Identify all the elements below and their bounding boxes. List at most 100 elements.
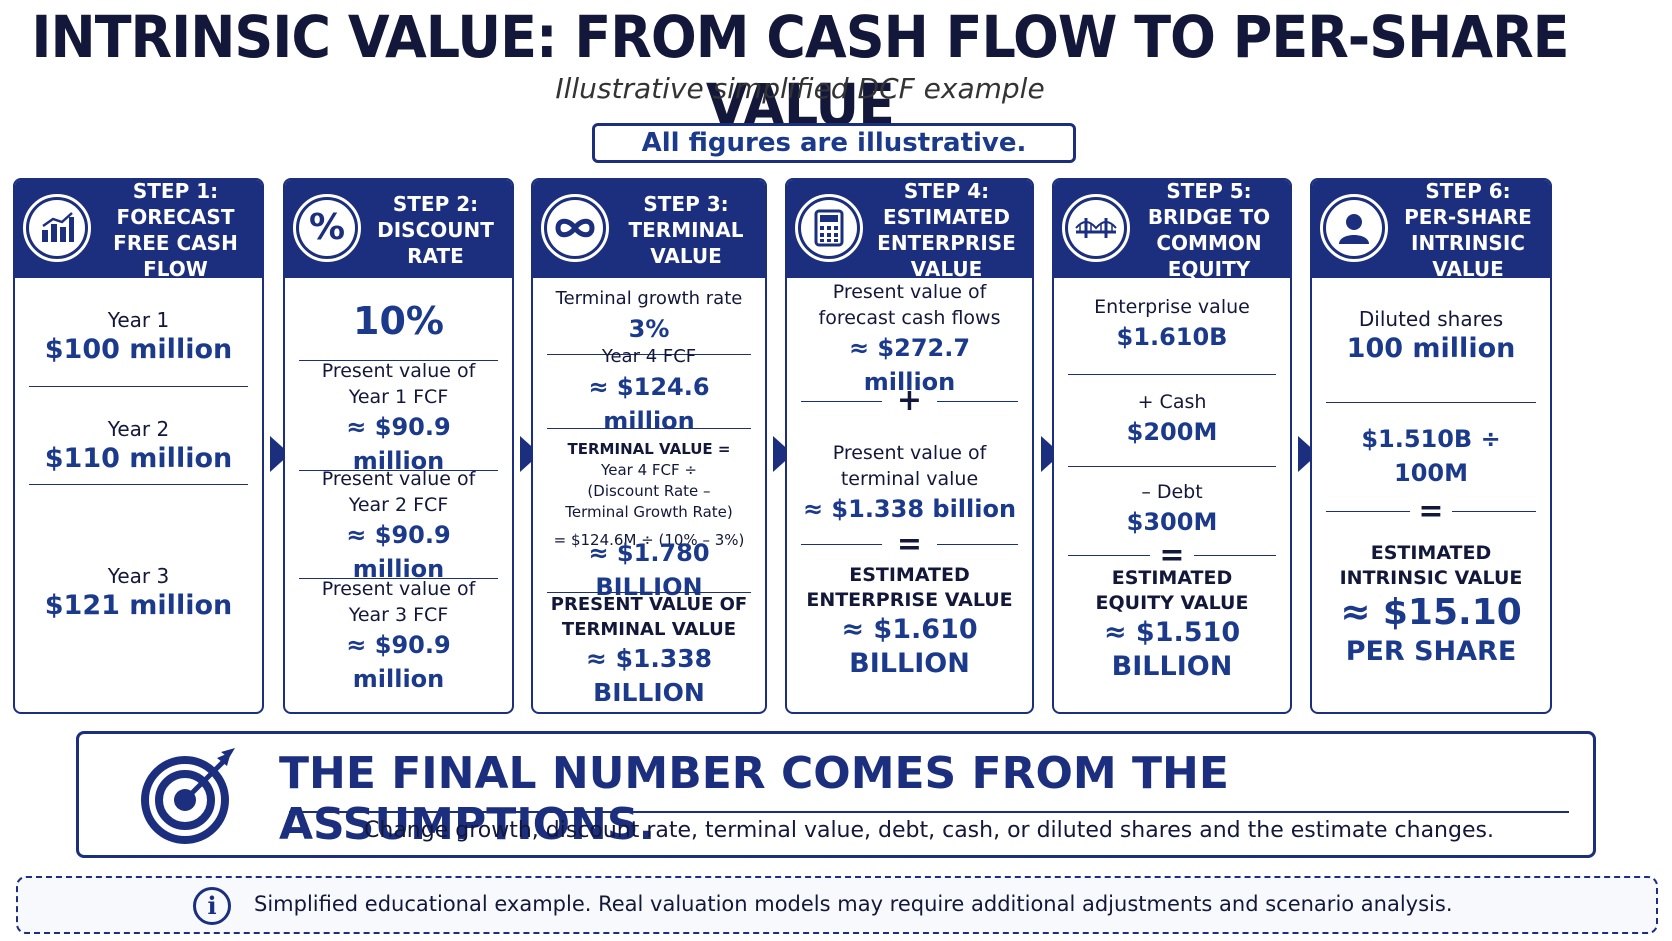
terminal-growth-value: 3% xyxy=(628,315,670,343)
intrinsic-result-label-b: INTRINSIC VALUE xyxy=(1339,567,1523,589)
step-6-header: STEP 6: PER-SHARE INTRINSIC VALUE xyxy=(1312,179,1550,281)
pv-tv-label-a: Present value of xyxy=(832,442,987,464)
cash-value: $200M xyxy=(1126,418,1218,446)
page-title: INTRINSIC VALUE: FROM CASH FLOW TO PER-S… xyxy=(31,2,1569,140)
pv-year-1-label-b: Year 1 FCF xyxy=(348,386,449,408)
step-4-title-line1: ESTIMATED xyxy=(883,205,1010,229)
step-1-number: STEP 1: xyxy=(132,179,219,203)
pv-fcf-value: ≈ $272.7 million xyxy=(848,334,971,396)
equals-operator: = xyxy=(896,527,923,562)
step-4-card: STEP 4: ESTIMATED ENTERPRISE VALUE Prese… xyxy=(785,178,1034,714)
banner-text: Change growth, discount rate, terminal v… xyxy=(364,818,1494,843)
intrinsic-result-unit: PER SHARE xyxy=(1345,636,1517,667)
step-1-title-line2: FREE CASH FLOW xyxy=(113,231,238,281)
step-2-title: DISCOUNT RATE xyxy=(377,218,494,268)
intrinsic-result-label-a: ESTIMATED xyxy=(1370,542,1492,564)
step-1-title-line1: FORECAST xyxy=(116,205,235,229)
step-2-header: % STEP 2: DISCOUNT RATE xyxy=(285,180,512,278)
step-6-title-line2: INTRINSIC VALUE xyxy=(1411,231,1525,281)
step-4-header: STEP 4: ESTIMATED ENTERPRISE VALUE xyxy=(787,179,1032,281)
step-2-card: % STEP 2: DISCOUNT RATE 10% Present valu… xyxy=(283,178,514,714)
tv-calculation: = $124.6M ÷ (10% – 3%) xyxy=(553,531,745,549)
percent-icon: % xyxy=(293,194,361,262)
year-3-value: $121 million xyxy=(44,590,233,621)
step-1-header: STEP 1: FORECAST FREE CASH FLOW xyxy=(15,179,262,281)
calculator-icon xyxy=(795,194,863,262)
step-2-number: STEP 2: xyxy=(392,192,479,216)
pv-year-2-label-b: Year 2 FCF xyxy=(348,494,449,516)
pv-tv-value: ≈ $1.338 billion xyxy=(802,495,1017,523)
pv-year-3-value: ≈ $90.9 million xyxy=(346,631,451,693)
equity-result-label-a: ESTIMATED xyxy=(1111,567,1233,589)
step-5-title-line1: BRIDGE TO xyxy=(1147,205,1271,229)
disclaimer-footer: i Simplified educational example. Real v… xyxy=(16,876,1658,934)
pv-year-3-label-b: Year 3 FCF xyxy=(348,604,449,626)
step-1-card: STEP 1: FORECAST FREE CASH FLOW Year 1 $… xyxy=(13,178,264,714)
diluted-shares-value: 100 million xyxy=(1346,333,1516,364)
step-6-card: STEP 6: PER-SHARE INTRINSIC VALUE Dilute… xyxy=(1310,178,1552,714)
tv-formula-line4: Terminal Growth Rate) xyxy=(565,503,733,521)
per-share-division: $1.510B ÷ 100M xyxy=(1361,425,1501,487)
year-2-label: Year 2 xyxy=(107,417,170,441)
pv-year-1-label-a: Present value of xyxy=(321,360,476,382)
step-3-card: STEP 3: TERMINAL VALUE Terminal growth r… xyxy=(531,178,767,714)
infinity-icon xyxy=(541,194,609,262)
tv-formula-line3: (Discount Rate – xyxy=(587,482,711,500)
equals-operator: = xyxy=(1418,494,1444,529)
tv-formula-line2: Year 4 FCF ÷ xyxy=(601,461,697,479)
year-4-fcf-label: Year 4 FCF xyxy=(601,346,697,367)
banner-divider xyxy=(289,811,1569,813)
step-3-number: STEP 3: xyxy=(643,192,729,216)
illustrative-notice: All figures are illustrative. xyxy=(592,123,1076,163)
assumptions-banner: THE FINAL NUMBER COMES FROM THE ASSUMPTI… xyxy=(76,731,1596,858)
ev-value: $1.610B xyxy=(1116,323,1228,351)
target-icon xyxy=(141,748,237,844)
equity-result-label-b: EQUITY VALUE xyxy=(1095,592,1249,614)
step-5-header: STEP 5: BRIDGE TO COMMON EQUITY xyxy=(1054,179,1290,281)
debt-value: $300M xyxy=(1126,508,1218,536)
info-icon: i xyxy=(193,887,231,925)
pv-fcf-label-a: Present value of xyxy=(832,281,987,303)
pv-tv-label-b: TERMINAL VALUE xyxy=(561,619,737,640)
pv-tv-value: ≈ $1.338 BILLION xyxy=(585,644,713,707)
bridge-icon xyxy=(1062,194,1130,262)
ev-label: Enterprise value xyxy=(1094,296,1250,318)
ev-result-label-a: ESTIMATED xyxy=(849,564,970,586)
equals-operator: = xyxy=(1159,538,1185,573)
person-icon xyxy=(1320,194,1388,262)
step-3-header: STEP 3: TERMINAL VALUE xyxy=(533,180,765,278)
step-6-number: STEP 6: xyxy=(1425,179,1511,203)
bar-chart-icon xyxy=(23,194,91,262)
step-5-card: STEP 5: BRIDGE TO COMMON EQUITY Enterpri… xyxy=(1052,178,1292,714)
year-1-value: $100 million xyxy=(44,334,233,365)
step-6-title-line1: PER-SHARE xyxy=(1404,205,1532,229)
step-3-title: TERMINAL VALUE xyxy=(628,218,744,268)
cash-label: + Cash xyxy=(1137,391,1207,413)
disclaimer-text: Simplified educational example. Real val… xyxy=(254,892,1453,916)
pv-year-3-label-a: Present value of xyxy=(321,578,476,600)
equity-result-value: ≈ $1.510 BILLION xyxy=(1103,617,1241,682)
plus-operator: + xyxy=(896,383,923,418)
ev-result-label-b: ENTERPRISE VALUE xyxy=(806,589,1013,611)
pv-fcf-label-b: forecast cash flows xyxy=(818,307,1001,329)
pv-tv-label-b: terminal value xyxy=(840,468,979,490)
discount-rate-value: 10% xyxy=(353,299,444,343)
terminal-growth-label: Terminal growth rate xyxy=(555,288,743,309)
page-subtitle: Illustrative simplified DCF example xyxy=(555,72,1045,105)
step-5-number: STEP 5: xyxy=(1166,179,1252,203)
pv-year-2-label-a: Present value of xyxy=(321,468,476,490)
year-1-label: Year 1 xyxy=(107,308,170,332)
step-4-number: STEP 4: xyxy=(903,179,990,203)
terminal-value-result: ≈ $1.780 BILLION xyxy=(588,539,710,601)
pv-tv-label-a: PRESENT VALUE OF xyxy=(550,594,748,615)
tv-formula-line1: TERMINAL VALUE = xyxy=(567,440,731,458)
debt-label: – Debt xyxy=(1141,481,1203,503)
step-4-title-line2: ENTERPRISE VALUE xyxy=(877,231,1016,281)
year-4-fcf-value: ≈ $124.6 million xyxy=(588,373,710,435)
banner-title: THE FINAL NUMBER COMES FROM THE ASSUMPTI… xyxy=(279,748,1229,850)
year-3-label: Year 3 xyxy=(107,564,170,588)
diluted-shares-label: Diluted shares xyxy=(1358,307,1504,331)
ev-result-value: ≈ $1.610 BILLION xyxy=(841,614,978,679)
year-2-value: $110 million xyxy=(44,443,233,474)
intrinsic-result-value: ≈ $15.10 xyxy=(1340,592,1522,633)
